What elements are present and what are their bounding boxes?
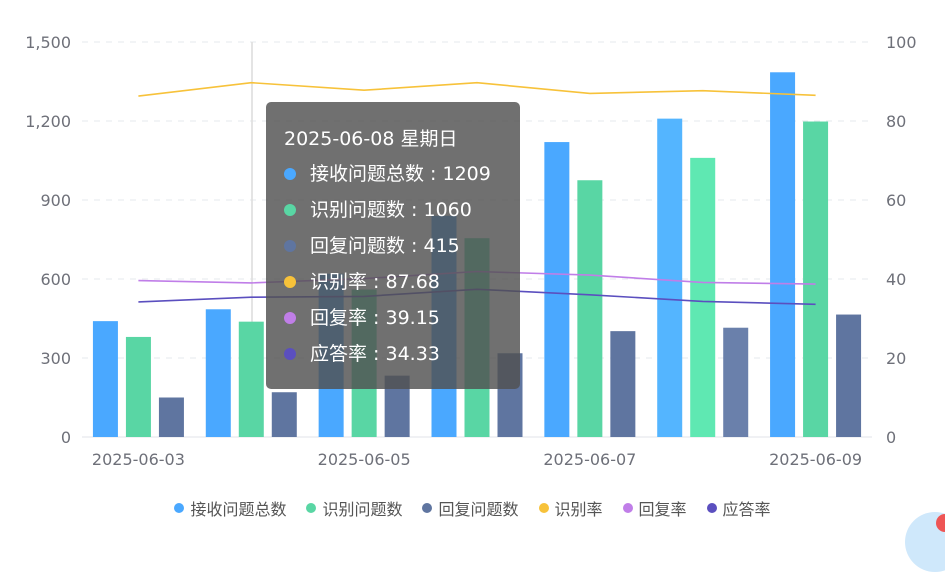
bar <box>125 336 151 437</box>
tooltip-row-label: 回复率 : 39.15 <box>310 307 440 329</box>
tooltip-row-label: 应答率 : 34.33 <box>310 343 440 365</box>
bar <box>723 327 749 437</box>
y-right-tick-label: 100 <box>886 33 917 52</box>
y-right-tick-label: 40 <box>886 270 906 289</box>
y-right-tick-label: 60 <box>886 191 906 210</box>
bar <box>770 72 796 438</box>
tooltip-row: 识别问题数 : 1060 <box>284 192 502 228</box>
legend-dot <box>306 503 317 513</box>
bar <box>690 157 716 437</box>
x-tick-label: 2025-06-03 <box>92 450 185 469</box>
legend-item-response-rate[interactable]: 应答率 <box>706 496 771 520</box>
x-axis: 2025-06-03 2025-06-05 2025-06-07 2025-06-09 <box>82 436 872 469</box>
tooltip-row: 应答率 : 34.33 <box>284 336 502 372</box>
tooltip-row-label: 识别率 : 87.68 <box>310 271 440 293</box>
bar <box>577 180 603 437</box>
tooltip-series-dot <box>284 276 296 288</box>
bar <box>271 392 297 437</box>
tooltip-title: 2025-06-08 星期日 <box>284 128 458 150</box>
y-right-tick-label: 20 <box>886 349 906 368</box>
tooltip-series-dot <box>284 348 296 360</box>
tooltip-row-label: 回复问题数 : 415 <box>310 235 460 257</box>
bar <box>158 397 184 437</box>
tooltip-row: 识别率 : 87.68 <box>284 264 502 300</box>
legend-dot <box>422 503 433 513</box>
combo-chart: 0 300 600 900 1,200 1,500 0 20 40 60 80 100 2025-0… <box>25 33 917 469</box>
legend-label: 回复率 <box>638 500 687 519</box>
legend-label: 应答率 <box>722 500 771 519</box>
bar <box>657 118 683 437</box>
legend-dot <box>538 503 549 513</box>
y-left-tick-label: 300 <box>40 349 71 368</box>
y-axis-left: 0 300 600 900 1,200 1,500 <box>25 33 71 447</box>
legend-item-received[interactable]: 接收问题总数 <box>174 496 286 520</box>
x-tick-label: 2025-06-05 <box>318 450 411 469</box>
tooltip-row-label: 识别问题数 : 1060 <box>310 199 472 221</box>
y-right-tick-label: 80 <box>886 112 906 131</box>
bar-series <box>92 72 862 438</box>
tooltip-series-dot <box>284 204 296 216</box>
legend-dot <box>174 503 185 513</box>
y-left-tick-label: 600 <box>40 270 71 289</box>
tooltip-row-label: 接收问题总数 : 1209 <box>310 163 491 185</box>
bar <box>92 321 118 437</box>
y-left-tick-label: 1,200 <box>25 112 71 131</box>
y-left-tick-label: 1,500 <box>25 33 71 52</box>
bar <box>803 121 829 437</box>
bar <box>544 142 570 438</box>
legend-label: 回复问题数 <box>438 500 519 519</box>
legend-dot <box>622 503 633 513</box>
y-left-tick-label: 900 <box>40 191 71 210</box>
x-tick-label: 2025-06-09 <box>769 450 862 469</box>
tooltip-row: 接收问题总数 : 1209 <box>284 156 502 192</box>
legend-label: 识别问题数 <box>322 500 403 519</box>
tooltip-series-dot <box>284 312 296 324</box>
legend-label: 接收问题总数 <box>190 500 287 519</box>
tooltip-series-dot <box>284 240 296 252</box>
legend-label: 识别率 <box>554 500 603 519</box>
y-right-tick-label: 0 <box>886 428 896 447</box>
legend-item-replied[interactable]: 回复问题数 <box>422 496 519 520</box>
tooltip: 2025-06-08 星期日 接收问题总数 : 1209 识别问题数 : 106… <box>266 102 520 389</box>
bar <box>238 321 264 437</box>
tooltip-series-dot <box>284 168 296 180</box>
x-tick-label: 2025-06-07 <box>543 450 636 469</box>
y-left-tick-label: 0 <box>61 428 71 447</box>
bar <box>205 309 231 437</box>
bar <box>836 314 862 437</box>
y-axis-right: 0 20 40 60 80 100 <box>886 33 917 447</box>
tooltip-row: 回复问题数 : 415 <box>284 228 502 264</box>
legend-item-reply-rate[interactable]: 回复率 <box>622 496 687 520</box>
legend-item-recognition-rate[interactable]: 识别率 <box>538 496 603 520</box>
legend: 接收问题总数 识别问题数 回复问题数 识别率 回复率 应答率 <box>0 496 945 520</box>
legend-dot <box>706 503 717 513</box>
notification-badge <box>936 514 945 532</box>
bar <box>610 331 636 437</box>
tooltip-row: 回复率 : 39.15 <box>284 300 502 336</box>
legend-item-recognized[interactable]: 识别问题数 <box>306 496 402 520</box>
series-line <box>138 81 816 97</box>
